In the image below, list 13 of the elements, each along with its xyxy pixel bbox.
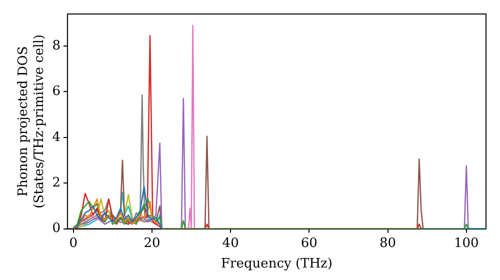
- x-axis-title: Frequency (THz): [221, 256, 332, 272]
- x-tick-label: 60: [300, 236, 318, 251]
- x-tick-label: 80: [379, 236, 396, 251]
- y-tick-label: 2: [52, 175, 60, 190]
- y-tick-label: 0: [52, 221, 60, 236]
- y-axis-title: Phonon projected DOS (States/THz·primitive cell): [16, 34, 47, 208]
- x-tick-label: 0: [69, 236, 78, 251]
- x-tick-label: 20: [144, 236, 160, 251]
- x-tick-label: 40: [222, 236, 239, 251]
- y-tick-label: 4: [52, 130, 60, 145]
- x-tick-label: 100: [454, 236, 479, 251]
- y-tick-label: 8: [52, 38, 60, 54]
- y-tick-label: 6: [52, 84, 60, 100]
